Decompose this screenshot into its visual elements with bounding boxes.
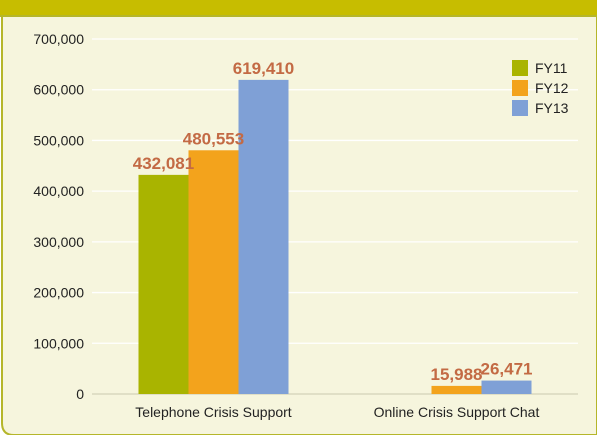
legend-swatch-fy11: [512, 60, 528, 76]
data-label: 432,081: [133, 154, 194, 173]
data-label: 619,410: [233, 59, 294, 78]
legend-label-fy12: FY12: [535, 80, 569, 96]
y-tick-label: 100,000: [33, 335, 84, 351]
data-label: 480,553: [183, 129, 244, 148]
bar-fy12-telephone: [188, 150, 239, 394]
x-category-label: Online Crisis Support Chat: [374, 404, 540, 420]
bar-fy13-online: [481, 380, 532, 394]
legend-swatch-fy12: [512, 80, 528, 96]
y-tick-label: 700,000: [33, 31, 84, 47]
y-tick-label: 400,000: [33, 183, 84, 199]
y-tick-label: 200,000: [33, 285, 84, 301]
y-tick-label: 300,000: [33, 234, 84, 250]
data-label: 26,471: [481, 360, 533, 379]
y-axis-tick-labels: 0 100,000 200,000 300,000 400,000 500,000 600,…: [33, 31, 84, 402]
bar-fy11-telephone: [138, 174, 189, 394]
y-tick-label: 600,000: [33, 82, 84, 98]
x-category-label: Telephone Crisis Support: [135, 404, 292, 420]
y-tick-label: 0: [76, 386, 84, 402]
bar-fy12-online: [431, 385, 482, 394]
legend-swatch-fy13: [512, 100, 528, 116]
bars: [138, 79, 532, 395]
bar-fy13-telephone: [238, 79, 289, 395]
x-axis-category-labels: Telephone Crisis Support Online Crisis Su…: [135, 404, 539, 420]
legend-label-fy11: FY11: [535, 60, 568, 76]
data-label: 15,988: [431, 365, 483, 384]
legend-label-fy13: FY13: [535, 100, 569, 116]
top-band: [0, 0, 597, 16]
y-tick-label: 500,000: [33, 132, 84, 148]
legend: FY11 FY12 FY13: [512, 60, 569, 116]
